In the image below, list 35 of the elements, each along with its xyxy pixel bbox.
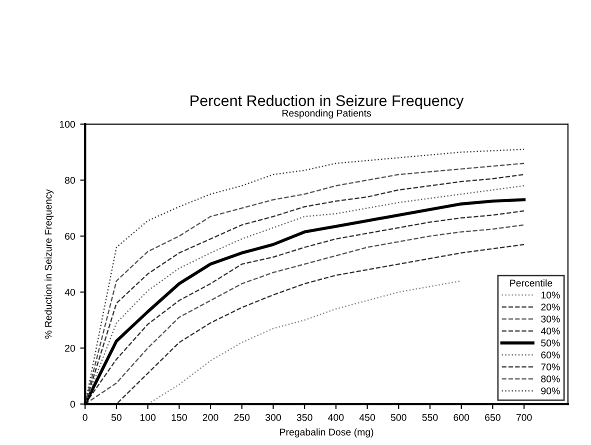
x-axis-title: Pregabalin Dose (mg) xyxy=(280,428,374,438)
y-tick-label: 80 xyxy=(64,176,76,184)
x-tick-label: 450 xyxy=(359,414,376,421)
x-tick-label: 700 xyxy=(516,414,532,421)
legend-label: 80% xyxy=(541,375,560,382)
y-tick-label: 0 xyxy=(70,400,75,408)
y-tick-label: 60 xyxy=(65,232,76,240)
legend-label: 10% xyxy=(541,292,560,299)
legend-label: 20% xyxy=(541,304,560,311)
x-tick-label: 0 xyxy=(82,414,88,421)
legend-label: 50% xyxy=(541,340,560,346)
x-tick-label: 200 xyxy=(202,414,218,421)
x-tick-label: 650 xyxy=(485,414,500,421)
y-tick-label: 40 xyxy=(64,288,76,296)
x-tick-label: 300 xyxy=(265,414,281,421)
y-tick-label: 20 xyxy=(65,344,76,352)
x-tick-label: 150 xyxy=(172,414,187,421)
legend-title: Percentile xyxy=(510,279,552,287)
x-tick-label: 50 xyxy=(111,414,122,421)
chart-subtitle: Responding Patients xyxy=(282,109,372,119)
legend-label: 40% xyxy=(540,328,560,334)
legend-label: 70% xyxy=(541,364,560,370)
x-tick-label: 350 xyxy=(296,414,312,421)
x-tick-label: 500 xyxy=(390,414,406,421)
chart-title: Percent Reduction in Seizure Frequency xyxy=(190,94,464,110)
y-axis-title: % Reduction in Seizure Frequency xyxy=(44,189,54,339)
x-tick-label: 100 xyxy=(140,414,156,421)
legend-label: 90% xyxy=(541,387,560,394)
x-tick-label: 400 xyxy=(328,414,344,421)
legend-label: 60% xyxy=(541,352,560,358)
x-tick-label: 250 xyxy=(234,414,250,421)
x-tick-label: 550 xyxy=(422,414,438,421)
y-tick-label: 100 xyxy=(60,120,76,128)
x-tick-label: 600 xyxy=(454,414,470,421)
legend-label: 30% xyxy=(541,316,560,322)
